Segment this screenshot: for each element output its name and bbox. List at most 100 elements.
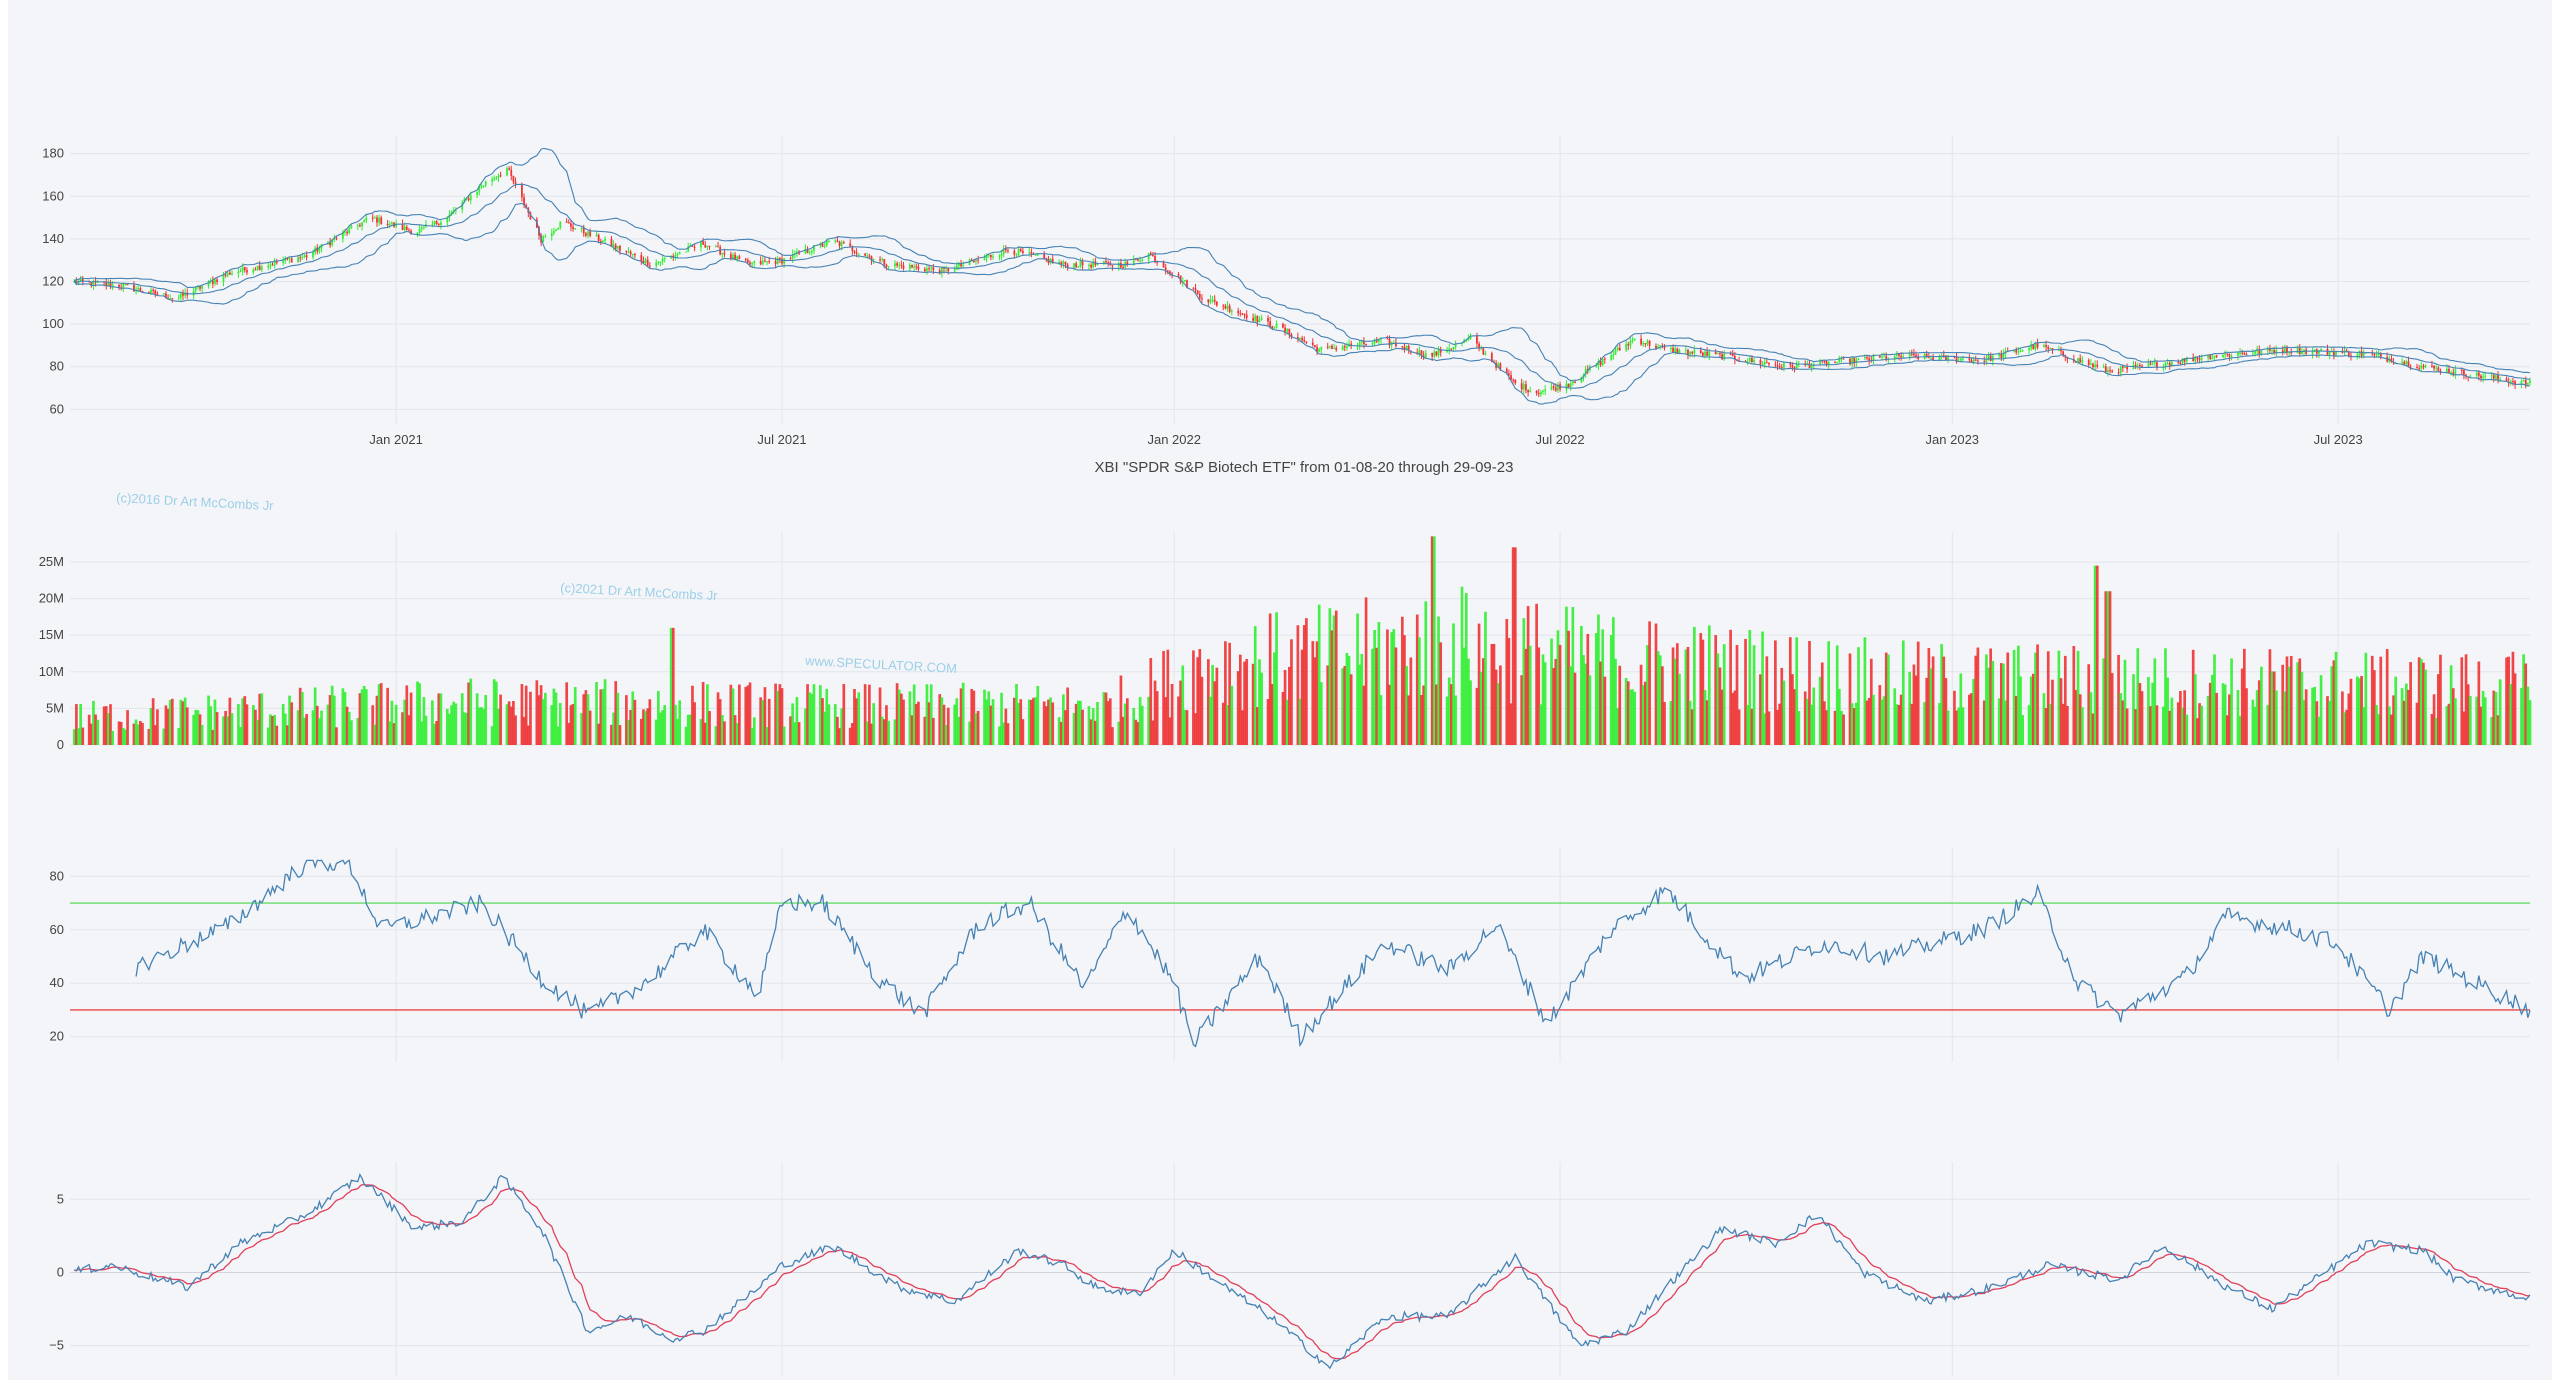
volume-bar [1880, 699, 1884, 745]
candle-body [1631, 340, 1634, 342]
volume-bar [1582, 655, 1585, 745]
candle-body [776, 257, 779, 264]
candle-body [945, 268, 948, 270]
candle-body [1599, 360, 1602, 366]
volume-bar [2298, 658, 2302, 745]
volume-bar [1132, 707, 1136, 745]
candle-body [602, 240, 604, 242]
candle-body [2121, 366, 2124, 368]
candle-body [2045, 345, 2047, 347]
volume-bar [2417, 657, 2421, 745]
volume-bar [2341, 691, 2344, 745]
volume-bar [1305, 618, 1308, 745]
candle-body [1864, 357, 1866, 359]
volume-bar [878, 687, 882, 745]
candle-body [156, 294, 159, 296]
candle-body [1198, 293, 1201, 299]
candle-body [985, 255, 988, 258]
candle-body [676, 254, 679, 256]
candle-body [693, 246, 696, 248]
volume-bar [1778, 703, 1781, 745]
volume-bar [1209, 696, 1212, 745]
candle-body [1000, 254, 1003, 256]
candle-body [962, 265, 965, 267]
volume-bar [842, 683, 846, 745]
candle-body [646, 259, 649, 266]
volume-bar [1388, 684, 1391, 745]
vol-y-tick-label: 20M [39, 591, 64, 606]
volume-bar [1260, 672, 1263, 745]
volume-bar [625, 695, 628, 745]
candle-body [476, 191, 479, 196]
candle-body [570, 223, 572, 227]
candle-body [179, 293, 182, 298]
volume-bar [1266, 699, 1270, 745]
volume-bar [1371, 648, 1374, 745]
candle-body [207, 280, 210, 287]
volume-bar [371, 705, 375, 745]
candle-body [825, 240, 828, 246]
volume-bar [1795, 637, 1799, 745]
candle-body [789, 258, 792, 260]
volume-bar [350, 720, 353, 745]
volume-bar [748, 682, 752, 745]
candle-body [201, 286, 204, 289]
candle-body [2077, 358, 2079, 362]
price-panel [73, 147, 2531, 405]
volume-bar [1748, 629, 1752, 745]
volume-bar [599, 689, 603, 745]
candle-body [1350, 343, 1353, 346]
volume-bar [1780, 667, 1784, 745]
volume-bar [868, 684, 871, 745]
volume-bar [1663, 701, 1666, 745]
volume-bar [2238, 716, 2242, 745]
volume-bar [2439, 654, 2442, 745]
candle-body [2311, 350, 2314, 354]
volume-bar [612, 712, 615, 745]
volume-bar [659, 712, 662, 745]
candle-body [559, 221, 562, 228]
volume-bar [1123, 703, 1127, 745]
candle-body [580, 228, 583, 230]
candle-body [764, 260, 766, 262]
candle-body [171, 298, 174, 300]
candle-body [751, 262, 754, 265]
volume-bar [260, 693, 264, 745]
volume-bar [1818, 676, 1822, 745]
volume-bar [2153, 658, 2157, 745]
volume-bar [1959, 673, 1963, 745]
volume-bar [733, 715, 737, 745]
volume-bar [2494, 691, 2498, 745]
candle-body [1343, 346, 1346, 348]
candle-body [1625, 344, 1628, 351]
volume-bar [2106, 591, 2110, 745]
volume-bar [1567, 630, 1570, 745]
volume-bar [207, 695, 210, 745]
candle-body [162, 293, 165, 295]
candle-body [1614, 350, 1617, 355]
volume-bar [364, 689, 368, 745]
candle-body [1915, 354, 1917, 357]
candle-body [1213, 299, 1216, 302]
candle-body [1437, 349, 1440, 356]
volume-bar [1147, 696, 1150, 745]
candle-body [1989, 355, 1992, 362]
volume-bar [1479, 671, 1483, 745]
signal-line [74, 1183, 2531, 1360]
volume-bar [2245, 688, 2248, 745]
candle-body [2286, 346, 2288, 353]
volume-bar [2117, 654, 2120, 745]
volume-bar [1273, 652, 1276, 745]
volume-bar [347, 711, 351, 745]
candle-body [553, 231, 555, 234]
volume-bar [149, 707, 153, 745]
candle-body [599, 240, 602, 242]
candle-body [2492, 375, 2495, 379]
candle-body [1765, 362, 1768, 364]
candle-body [853, 251, 856, 253]
volume-bar [819, 685, 822, 745]
volume-bar [1400, 616, 1404, 745]
candle-body [2170, 361, 2173, 366]
volume-bar [701, 682, 705, 745]
volume-bar [435, 720, 438, 745]
